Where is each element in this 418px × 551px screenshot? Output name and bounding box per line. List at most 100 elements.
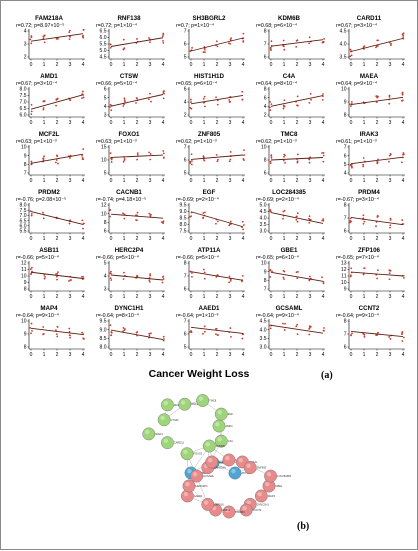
y-tick-label: 6 — [184, 158, 187, 164]
data-point — [68, 327, 71, 330]
panel-gene-title: IRAK3 — [360, 131, 379, 138]
panel-stat-label: r=-0.65; p=7×10⁻⁴ — [336, 255, 380, 261]
data-point — [228, 224, 231, 227]
x-tick-label: 0 — [110, 120, 113, 126]
data-point — [110, 279, 113, 281]
x-tick-label: 3 — [309, 62, 312, 68]
data-point — [349, 55, 352, 58]
x-tick-label: 4 — [242, 178, 245, 184]
data-point — [363, 335, 366, 338]
data-point — [308, 161, 311, 164]
data-point — [56, 325, 59, 328]
x-tick-label: 1 — [363, 62, 366, 68]
data-point — [190, 163, 193, 166]
data-point — [401, 91, 404, 94]
data-point — [282, 104, 285, 107]
data-point — [228, 275, 231, 278]
data-point — [321, 152, 323, 154]
network-node — [161, 398, 174, 412]
y-tick-label: 7.5 — [180, 229, 187, 235]
data-point — [189, 331, 191, 333]
data-point — [202, 332, 204, 335]
data-point — [297, 153, 299, 156]
network-node-label: MCF2L — [249, 460, 258, 464]
y-tick-label: 6.0 — [100, 35, 107, 41]
panel-stat-label: r=0.72; p=1×10⁻⁴ — [96, 23, 138, 29]
data-point — [56, 272, 59, 275]
data-point — [190, 160, 193, 162]
data-point — [149, 92, 151, 95]
data-point — [377, 39, 379, 42]
x-tick-label: 2 — [376, 294, 379, 300]
x-tick-label: 3 — [69, 236, 72, 242]
data-point — [350, 267, 353, 270]
data-point — [148, 98, 150, 101]
panel-stat-label: r=0.61; p=1×10⁻³ — [336, 139, 377, 145]
x-tick-label: 0 — [350, 236, 353, 242]
data-point — [401, 340, 404, 342]
data-point — [42, 157, 45, 160]
x-tick-label: 1 — [203, 120, 206, 126]
network-node — [222, 453, 236, 467]
x-tick-label: 2 — [296, 120, 299, 126]
y-tick-label: 3.5 — [260, 222, 267, 228]
data-point — [110, 334, 113, 337]
data-point — [241, 90, 244, 93]
x-tick-label: 2 — [376, 352, 379, 358]
data-point — [401, 99, 404, 102]
trend-line — [110, 274, 164, 281]
data-point — [282, 44, 285, 47]
data-point — [122, 278, 125, 280]
x-tick-label: 1 — [43, 236, 46, 242]
data-point — [308, 158, 311, 161]
y-tick-label: 9 — [264, 269, 267, 275]
data-point — [122, 48, 125, 51]
x-tick-label: 0 — [270, 294, 273, 300]
data-point — [43, 100, 46, 103]
x-tick-label: 3 — [229, 62, 232, 68]
x-tick-label: 1 — [283, 352, 286, 358]
data-point — [270, 103, 273, 106]
data-point — [229, 151, 232, 153]
node-highlight — [207, 457, 213, 463]
data-point — [162, 278, 165, 280]
y-tick-label: 12 — [21, 261, 27, 267]
network-node — [157, 413, 171, 427]
data-point — [42, 35, 45, 38]
data-point — [148, 279, 151, 282]
data-point — [215, 222, 217, 225]
data-point — [350, 105, 352, 107]
data-point — [242, 158, 245, 160]
data-point — [43, 155, 45, 158]
x-tick-label: 1 — [363, 352, 366, 358]
data-point — [322, 93, 324, 95]
panel-a-label: (a) — [321, 370, 333, 381]
x-tick-label: 3 — [149, 236, 152, 242]
node-highlight — [205, 442, 210, 447]
y-tick-label: 9 — [24, 280, 27, 286]
panel-gene-title: FAM218A — [35, 15, 63, 22]
y-tick-label: 4.0 — [260, 216, 267, 222]
data-point — [402, 336, 405, 339]
data-point — [389, 338, 392, 340]
data-point — [297, 270, 299, 273]
x-tick-label: 3 — [149, 352, 152, 358]
data-point — [243, 154, 245, 157]
trend-line — [350, 271, 404, 277]
data-point — [308, 327, 310, 330]
y-tick-label: 5.5 — [100, 42, 107, 48]
data-point — [229, 280, 232, 282]
data-point — [122, 212, 124, 215]
panel-gene-title: MCF2L — [39, 131, 60, 138]
data-point — [308, 279, 311, 282]
panel-stat-label: r=-0.65; p=6×10⁻⁴ — [256, 255, 300, 261]
data-point — [203, 325, 206, 328]
data-point — [295, 271, 298, 274]
x-tick-label: 0 — [270, 178, 273, 184]
data-point — [390, 42, 392, 45]
